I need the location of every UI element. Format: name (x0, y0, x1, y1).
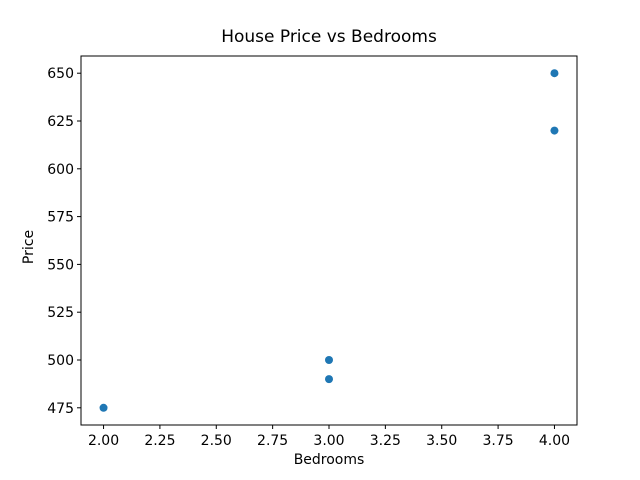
y-tick-label: 475 (47, 401, 74, 417)
x-tick-label: 3.00 (313, 433, 344, 449)
data-point (99, 403, 108, 412)
y-tick-label: 500 (47, 353, 74, 369)
y-axis-label: Price (21, 229, 37, 265)
x-tick-label: 3.25 (370, 433, 401, 449)
x-tick-label: 4.00 (539, 433, 570, 449)
data-point (325, 375, 333, 384)
x-tick-label: 2.25 (144, 433, 175, 449)
plot-frame (80, 55, 578, 426)
x-tick-label: 3.75 (483, 433, 514, 449)
y-tick-label: 550 (47, 257, 74, 273)
x-tick-label: 2.00 (88, 433, 119, 449)
x-axis-label: Bedrooms (293, 452, 365, 468)
y-tick-label: 600 (47, 162, 74, 178)
y-tick-label: 625 (47, 114, 74, 130)
y-tick-label: 525 (47, 305, 74, 321)
data-point (550, 69, 559, 78)
y-tick-label: 650 (47, 66, 74, 82)
chart-title: House Price vs Bedrooms (221, 27, 437, 47)
x-tick-label: 2.75 (257, 433, 288, 449)
x-tick-label: 3.50 (426, 433, 457, 449)
data-point (325, 355, 333, 364)
data-point (550, 126, 559, 135)
x-tick-label: 2.50 (201, 433, 232, 449)
y-tick-label: 575 (47, 210, 74, 226)
